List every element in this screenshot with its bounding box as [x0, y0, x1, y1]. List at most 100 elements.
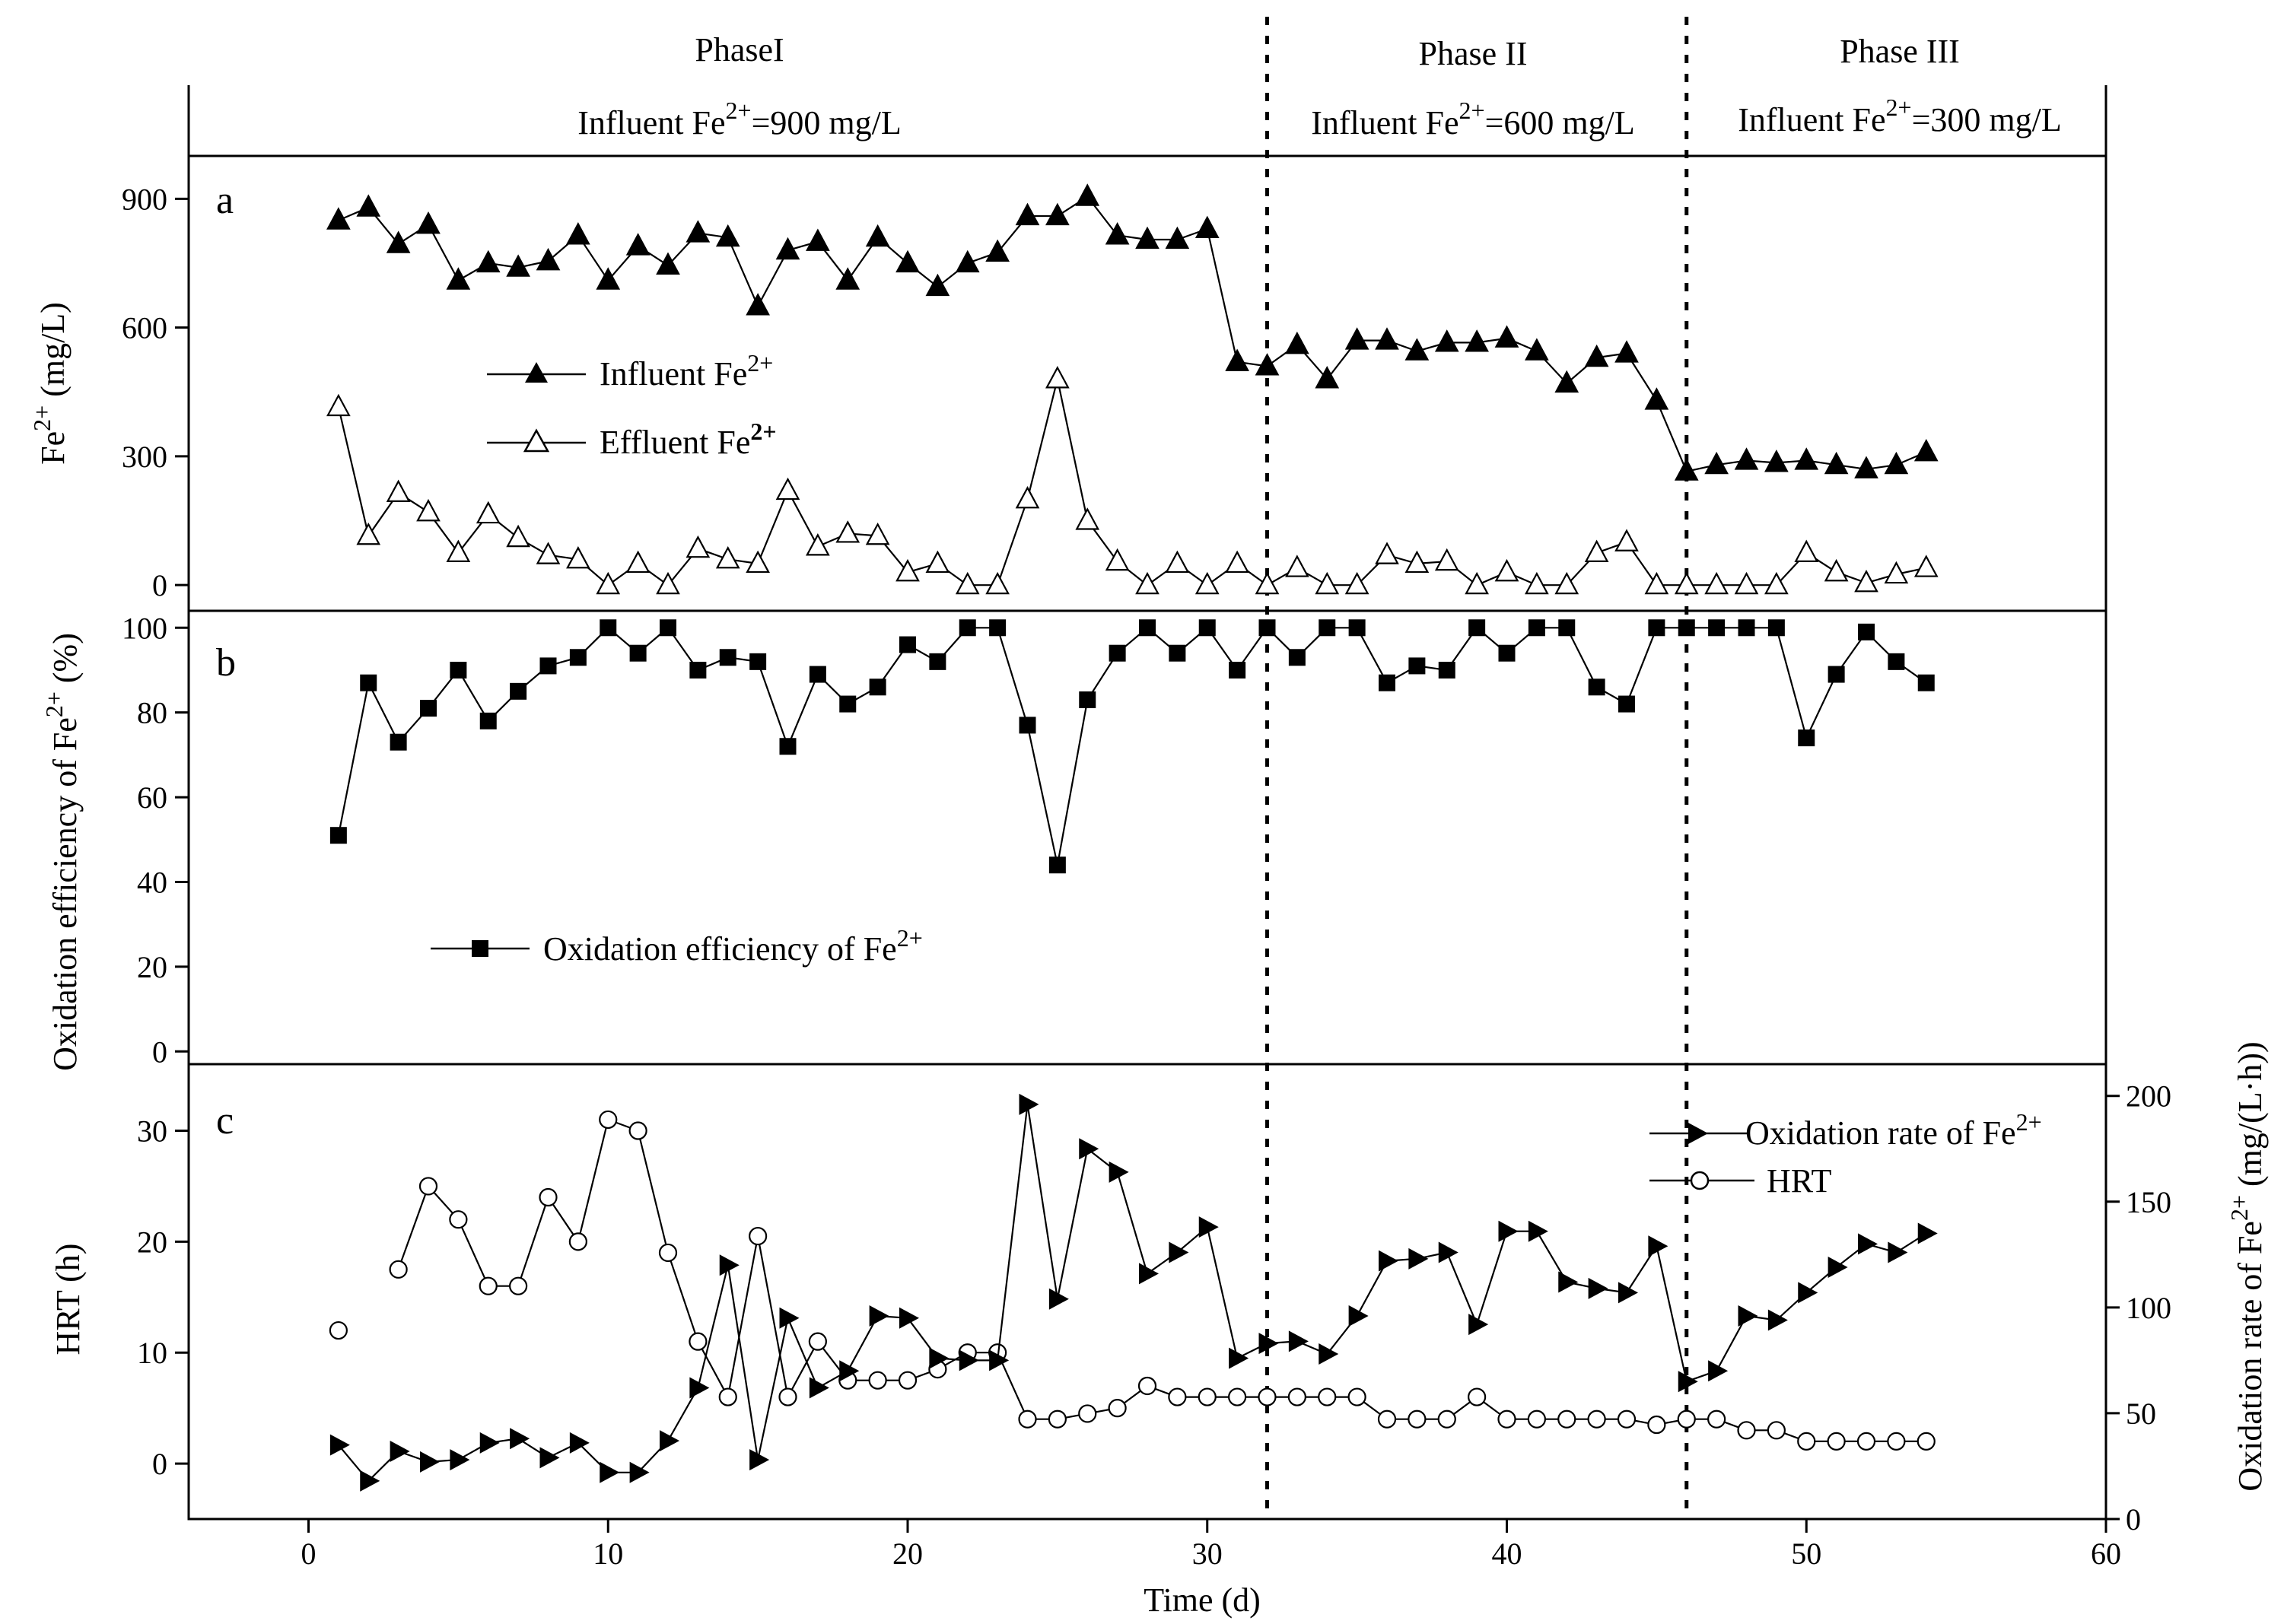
- effluent-point: [1794, 539, 1819, 562]
- effluent-point: [476, 501, 501, 524]
- efficiency-point: [929, 653, 946, 670]
- influent-point: [1285, 331, 1309, 354]
- oxidation-rate-point: [390, 1440, 410, 1462]
- oxidation-rate-point: [360, 1470, 380, 1492]
- oxidation-rate-point: [1648, 1235, 1668, 1257]
- influent-point: [506, 254, 530, 277]
- efficiency-point: [1828, 666, 1845, 683]
- hrt-point: [599, 1110, 618, 1130]
- effluent-point: [686, 535, 711, 558]
- hrt-point: [628, 1121, 647, 1140]
- influent-point: [806, 228, 830, 251]
- effluent-point: [1225, 550, 1249, 574]
- oxidation-rate-point: [1319, 1343, 1339, 1365]
- oxidation-rate-point: [1498, 1220, 1519, 1242]
- influent-point: [1105, 222, 1130, 245]
- efficiency-point: [1648, 619, 1665, 637]
- hrt-point: [1258, 1387, 1277, 1406]
- x-axis-label: Time (d): [1144, 1581, 1261, 1619]
- hrt-point: [718, 1387, 737, 1406]
- phase-2-name: Phase II: [1419, 35, 1528, 72]
- influent-point: [1824, 451, 1849, 475]
- efficiency-point: [539, 657, 557, 675]
- hrt-point: [1856, 1432, 1876, 1451]
- effluent-point: [865, 522, 890, 545]
- influent-point: [1794, 447, 1819, 470]
- effluent-point: [1913, 555, 1939, 577]
- hrt-point: [1767, 1421, 1786, 1440]
- oxidation-rate-point: [1229, 1347, 1249, 1369]
- oxidation-rate-point: [1288, 1330, 1309, 1352]
- influent-point: [446, 267, 471, 290]
- influent-point: [715, 224, 740, 247]
- efficiency-point: [809, 666, 826, 683]
- effluent-point: [1075, 507, 1100, 530]
- hrt-point: [1347, 1387, 1366, 1406]
- oxidation-rate-point: [569, 1432, 590, 1454]
- panel-c-right-tick-label: 200: [2126, 1079, 2171, 1114]
- influent-point: [1344, 327, 1369, 350]
- effluent-point: [1704, 571, 1729, 595]
- panel-b-y-tick-label: 20: [137, 950, 167, 984]
- legend-efficiency-label: Oxidation efficiency of Fe2+: [543, 924, 923, 968]
- efficiency-point: [989, 619, 1007, 637]
- oxidation-rate-point: [839, 1360, 860, 1382]
- effluent-point: [656, 571, 680, 595]
- oxidation-rate-point: [1019, 1093, 1039, 1115]
- hrt-point: [1917, 1432, 1936, 1451]
- efficiency-point: [1019, 717, 1036, 734]
- efficiency-point: [1498, 644, 1516, 662]
- hrt-point: [1198, 1387, 1217, 1406]
- legend-influent-label: Influent Fe2+: [600, 349, 773, 392]
- influent-point: [686, 220, 711, 243]
- effluent-point: [835, 520, 860, 543]
- oxidation-rate-point: [1678, 1371, 1698, 1393]
- oxidation-rate-point: [660, 1430, 679, 1452]
- chart-marks: 0300600900020406080100010203005010015020…: [122, 17, 2171, 1571]
- effluent-point: [416, 498, 441, 522]
- efficiency-point: [390, 733, 407, 751]
- effluent-point: [895, 558, 920, 582]
- effluent-point: [1015, 486, 1040, 509]
- hrt-point: [539, 1187, 558, 1207]
- effluent-point: [1824, 558, 1849, 582]
- hrt-point: [418, 1177, 438, 1196]
- influent-point: [566, 222, 590, 245]
- oxidation-rate-point: [539, 1447, 560, 1469]
- phase-header: PhaseI Influent Fe2+=900 mg/L Phase II I…: [187, 31, 2107, 157]
- effluent-point: [1375, 542, 1399, 564]
- efficiency-point: [569, 649, 587, 666]
- hrt-point: [1437, 1409, 1456, 1429]
- x-tick-label: 0: [301, 1537, 317, 1571]
- oxidation-rate-point: [629, 1461, 650, 1483]
- panel-c-y-tick-label: 20: [137, 1225, 167, 1259]
- oxidation-rate-point: [869, 1305, 889, 1327]
- influent-point: [1045, 202, 1070, 226]
- effluent-point: [806, 533, 830, 556]
- efficiency-point: [479, 712, 497, 729]
- effluent-point: [1584, 539, 1609, 562]
- efficiency-point: [1288, 649, 1306, 666]
- oxidation-rate-point: [749, 1449, 770, 1471]
- oxidation-rate-point: [1828, 1257, 1848, 1279]
- panel-b-y-tick-label: 80: [137, 696, 167, 730]
- influent-line: [338, 195, 1927, 472]
- phase-1-influent: Influent Fe2+=900 mg/L: [577, 97, 901, 141]
- oxidation-rate-point: [959, 1349, 979, 1371]
- influent-point: [1704, 451, 1729, 475]
- hrt-point: [1108, 1399, 1127, 1418]
- efficiency-point: [869, 679, 886, 696]
- oxidation-rate-point: [929, 1347, 950, 1369]
- hrt-point: [479, 1276, 498, 1295]
- effluent-point: [775, 477, 800, 501]
- effluent-point: [1854, 570, 1878, 593]
- legend-influent-marker: [525, 362, 548, 383]
- panel-c-right-tick-label: 50: [2126, 1397, 2156, 1431]
- hrt-point: [749, 1226, 768, 1246]
- influent-point: [1194, 215, 1220, 239]
- oxidation-rate-point: [329, 1434, 350, 1456]
- influent-point: [1644, 387, 1669, 410]
- oxidation-rate-point: [1169, 1241, 1189, 1263]
- oxidation-rate-point: [689, 1377, 710, 1399]
- legend-rate-label: Oxidation rate of Fe2+: [1745, 1108, 2042, 1152]
